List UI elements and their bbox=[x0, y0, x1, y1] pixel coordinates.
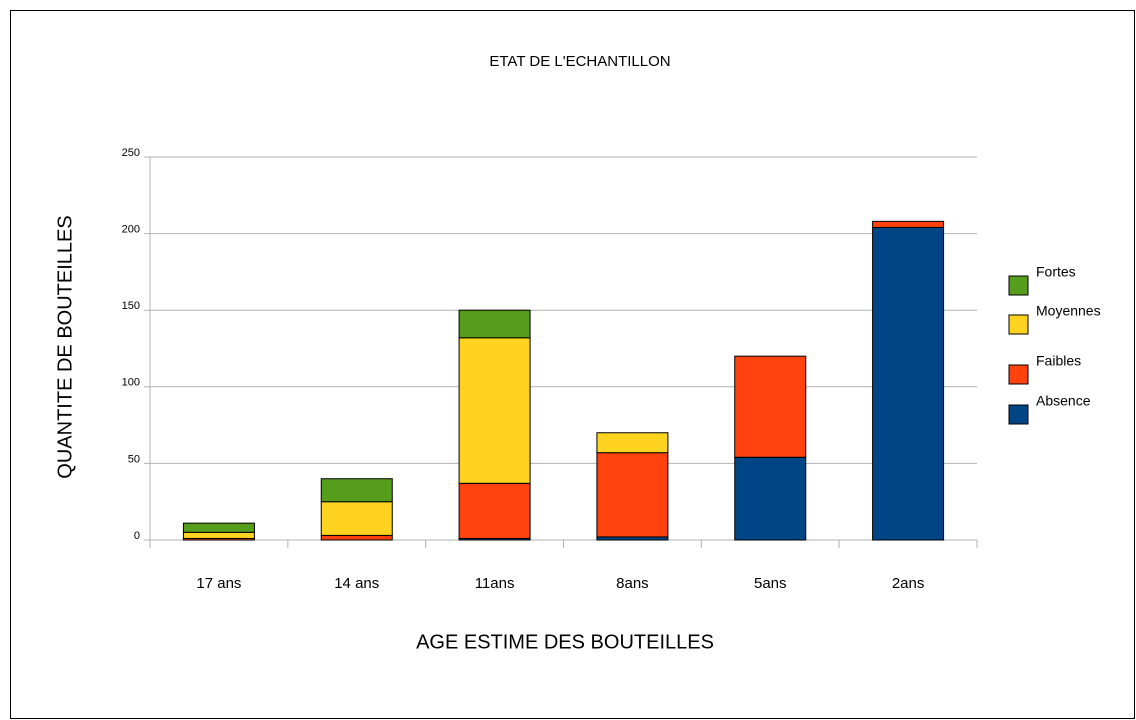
bar-segment bbox=[872, 226, 945, 541]
x-tick-label: 5ans bbox=[754, 575, 787, 592]
y-tick-label: 150 bbox=[122, 300, 140, 312]
frame bbox=[10, 10, 1135, 719]
bar-segment bbox=[320, 501, 393, 536]
legend-swatch bbox=[1008, 364, 1029, 385]
legend-swatch bbox=[1008, 275, 1029, 296]
bar-segment bbox=[734, 355, 807, 458]
legend-label: Faibles bbox=[1036, 353, 1081, 369]
y-tick-label: 100 bbox=[122, 377, 140, 389]
x-axis-title: AGE ESTIME DES BOUTEILLES bbox=[416, 631, 714, 653]
bar-segment bbox=[458, 482, 531, 539]
bar-segment bbox=[734, 456, 807, 541]
legend-label: Absence bbox=[1036, 393, 1091, 409]
x-tick-label: 14 ans bbox=[334, 575, 379, 592]
bar-segment bbox=[872, 220, 945, 228]
y-tick-label: 200 bbox=[122, 224, 140, 236]
bar-segment bbox=[596, 432, 669, 454]
bar-segment bbox=[320, 534, 393, 541]
legend-label: Moyennes bbox=[1036, 303, 1101, 319]
x-tick-label: 11ans bbox=[475, 575, 515, 592]
y-tick-label: 0 bbox=[134, 530, 140, 542]
y-tick-label: 250 bbox=[122, 147, 140, 159]
x-tick-label: 8ans bbox=[616, 575, 649, 592]
x-tick-label: 17 ans bbox=[196, 575, 241, 592]
legend-swatch bbox=[1008, 404, 1029, 425]
legend-swatch bbox=[1008, 314, 1029, 335]
y-tick-label: 50 bbox=[128, 453, 140, 465]
bar-segment bbox=[182, 531, 255, 539]
bar-segment bbox=[458, 309, 531, 339]
bar-segment bbox=[458, 337, 531, 484]
bar-segment bbox=[182, 522, 255, 533]
bar-segment bbox=[596, 452, 669, 538]
chart-title: ETAT DE L'ECHANTILLON bbox=[489, 53, 670, 70]
legend-label: Fortes bbox=[1036, 264, 1076, 280]
bar-segment bbox=[320, 478, 393, 503]
y-axis-title: QUANTITE DE BOUTEILLES bbox=[54, 215, 76, 478]
x-tick-label: 2ans bbox=[892, 575, 925, 592]
